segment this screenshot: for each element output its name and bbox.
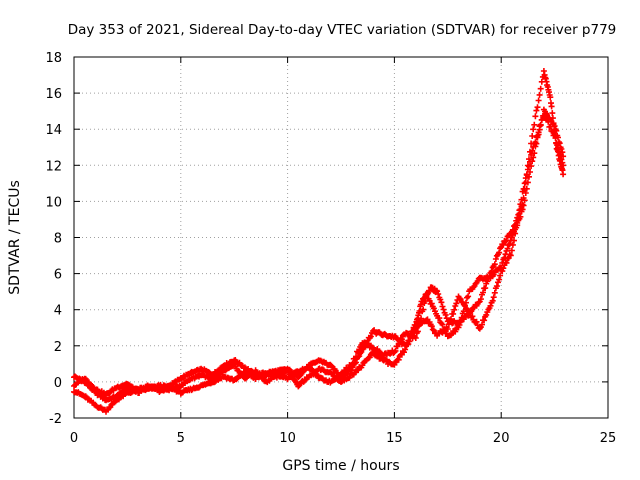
x-tick-label: 15 [386, 431, 403, 446]
y-tick-label: 14 [45, 123, 62, 138]
x-axis-label: GPS time / hours [282, 458, 399, 474]
x-tick-label: 10 [279, 431, 296, 446]
data-markers [71, 106, 567, 398]
y-tick-label: 4 [54, 304, 62, 319]
chart-title: Day 353 of 2021, Sidereal Day-to-day VTE… [68, 22, 617, 38]
plot-frame [73, 56, 609, 419]
x-tick-label: 25 [600, 431, 617, 446]
series-trace-3 [71, 106, 567, 398]
y-axis-label: SDTVAR / TECUs [7, 180, 23, 295]
y-tick-label: 10 [45, 195, 62, 210]
y-tick-label: 16 [45, 87, 62, 102]
y-tick-label: 6 [54, 268, 62, 283]
y-tick-label: -2 [49, 412, 62, 427]
y-tick-label: 8 [54, 232, 62, 247]
grid [74, 57, 608, 418]
y-tick-label: 18 [45, 51, 62, 66]
x-tick-label: 5 [177, 431, 185, 446]
x-tick-label: 20 [493, 431, 510, 446]
data-markers [71, 68, 567, 404]
x-tick-label: 0 [70, 431, 78, 446]
tick-labels: 0 5 10 15 20 25 -2 0 2 4 6 8 10 12 14 16 18 [45, 51, 616, 446]
series-trace-1 [71, 68, 567, 404]
y-tick-label: 0 [54, 376, 62, 391]
y-tick-label: 12 [45, 159, 62, 174]
y-tick-label: 2 [54, 340, 62, 355]
